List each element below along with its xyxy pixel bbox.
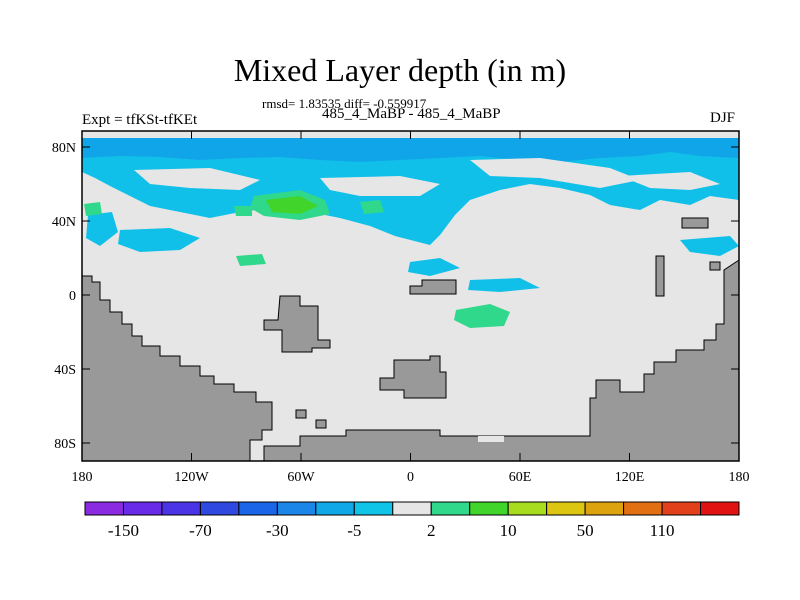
colorbar-label: 110 (650, 521, 675, 540)
cyan-blob (118, 228, 200, 252)
stats-text: rmsd= 1.83535 diff= -0.559917 (262, 96, 427, 111)
colorbar-swatch (238, 501, 278, 516)
lon-tick-label: 60E (509, 470, 532, 485)
land-eastern-strip (655, 255, 665, 297)
field-hole-4 (620, 172, 720, 190)
field-gap (478, 436, 504, 442)
experiment-subtitle: 485_4_MaBP - 485_4_MaBP (322, 106, 501, 122)
colorbar-label: 2 (427, 521, 436, 540)
colorbar: -150 -70 -30 -5 2 10 50 110 (84, 501, 740, 540)
colorbar-label: -70 (189, 521, 212, 540)
map-panel: 80N 40N 0 40S 80S 180 120W 60W 0 60E 120E 180 (52, 130, 750, 485)
colorbar-swatch (469, 501, 509, 516)
map-title: Mixed Layer depth (in m) (233, 52, 567, 88)
land-island-central (263, 295, 331, 353)
colorbar-label: -5 (347, 521, 361, 540)
colorbar-swatch (84, 501, 124, 516)
cyan-blob (86, 212, 118, 246)
colorbar-swatch (623, 501, 663, 516)
land-masses (81, 217, 740, 462)
land-small-island (315, 419, 327, 429)
colorbar-swatch (392, 501, 432, 516)
colorbar-swatch (584, 501, 625, 516)
land-equatorial (409, 279, 457, 295)
colorbar-swatch (546, 501, 586, 516)
field-hole-2 (320, 176, 440, 196)
colorbar-swatch (507, 501, 548, 516)
colorbar-label: 50 (577, 521, 594, 540)
lon-tick-label: 120E (615, 470, 645, 485)
green-light-patch (360, 200, 384, 214)
colorbar-swatch (661, 501, 702, 516)
colorbar-swatch (161, 501, 201, 516)
green-patch (266, 196, 318, 214)
field-contours (82, 138, 739, 328)
lon-tick-label: 0 (407, 470, 414, 485)
land-south-band (263, 259, 740, 462)
lat-tick-label: 40N (52, 215, 76, 230)
land-small-island (709, 261, 721, 271)
colorbar-swatch (199, 501, 240, 516)
land-small-island (295, 409, 307, 419)
season-label: DJF (710, 110, 736, 126)
cyan-blob (680, 236, 739, 256)
field-hole-1 (134, 168, 260, 190)
cyan-blob (468, 278, 540, 292)
green-light-patch (236, 254, 266, 266)
colorbar-label: -30 (266, 521, 289, 540)
green-light-patch (84, 202, 102, 216)
longitude-axis: 180 120W 60W 0 60E 120E 180 (72, 131, 750, 485)
green-light-patch (454, 304, 510, 328)
colorbar-swatch (700, 501, 740, 516)
lon-tick-label: 120W (174, 470, 209, 485)
land-island-south (379, 355, 447, 399)
colorbar-label: -150 (108, 521, 139, 540)
field-hole-3 (470, 158, 640, 188)
colorbar-swatch (353, 501, 394, 516)
land-west-south-america (81, 275, 273, 462)
green-light-patch (234, 206, 252, 216)
colorbar-swatch (315, 501, 355, 516)
lon-tick-label: 60W (287, 470, 315, 485)
land-northeast (681, 217, 709, 229)
colorbar-swatch (276, 501, 317, 516)
colorbar-label: 10 (500, 521, 517, 540)
cyan-blob (408, 258, 460, 276)
lat-tick-label: 80N (52, 141, 76, 156)
colorbar-swatch (122, 501, 163, 516)
lat-tick-label: 40S (54, 363, 76, 378)
latitude-axis: 80N 40N 0 40S 80S (52, 141, 739, 452)
northern-blue-band (82, 138, 739, 162)
lon-tick-label: 180 (72, 470, 93, 485)
lat-tick-label: 0 (69, 289, 76, 304)
experiment-label: Expt = tfKSt-tfKEt (82, 112, 198, 128)
lon-tick-label: 180 (729, 470, 750, 485)
lat-tick-label: 80S (54, 437, 76, 452)
colorbar-swatch (430, 501, 471, 516)
